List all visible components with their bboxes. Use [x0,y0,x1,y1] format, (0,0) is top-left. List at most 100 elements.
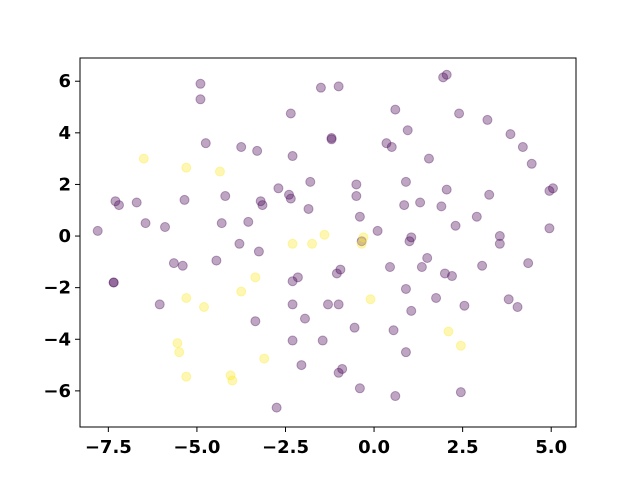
scatter-point-class-0 [415,197,426,208]
scatter-point-class-0 [399,200,410,211]
scatter-point-class-0 [234,238,245,249]
scatter-point-class-0 [400,176,411,187]
scatter-point-class-0 [337,363,348,374]
scatter-point-class-0 [385,262,395,273]
scatter-point-class-0 [354,211,365,222]
y-axis: −6 −4 −2 0 2 4 6 [43,71,80,402]
scatter-point-class-0 [131,197,142,208]
scatter-point-class-0 [454,108,465,119]
scatter-point-class-0 [285,108,296,119]
scatter-point-class-1 [225,370,236,381]
scatter-point-class-0 [326,134,337,145]
scatter-point-class-0 [255,196,266,207]
scatter-point-class-0 [386,142,397,153]
scatter-point-class-0 [140,218,151,229]
scatter-point-class-0 [250,316,261,327]
scatter-point-class-0 [273,183,284,194]
scatter-point-class-0 [287,276,298,287]
scatter-point-class-0 [216,218,227,229]
scatter-point-class-0 [372,225,383,236]
scatter-point-class-0 [287,151,298,162]
scatter-point-class-0 [92,225,103,236]
scatter-point-class-0 [296,360,307,371]
scatter-point-class-0 [195,78,206,89]
scatter-point-class-0 [349,322,360,333]
scatter-point-class-0 [326,132,337,143]
scatter-point-class-0 [315,82,326,93]
scatter-point-class-1 [181,371,192,382]
scatter-point-class-0 [447,271,457,282]
scatter-point-class-0 [195,94,206,105]
scatter-point-class-0 [482,114,493,125]
x-tick-label: 0.0 [358,437,390,458]
scatter-point-class-1 [356,238,367,249]
scatter-point-class-0 [484,189,495,200]
y-tick-label: −4 [43,329,71,350]
scatter-point-class-0 [441,184,452,195]
scatter-point-class-0 [544,185,555,196]
scatter-point-class-1 [138,153,149,164]
scatter-point-class-0 [505,129,516,140]
scatter-point-class-0 [220,191,231,202]
scatter-point-class-0 [544,223,555,234]
scatter-point-class-0 [285,193,296,204]
scatter-point-class-1 [250,272,261,283]
scatter-point-class-0 [317,335,328,346]
scatter-point-class-0 [423,153,434,164]
scatter-point-class-0 [354,383,365,394]
scatter-point-class-0 [471,211,482,222]
scatter-point-class-0 [517,142,528,153]
x-tick-label: 5.0 [535,437,567,458]
scatter-point-class-0 [108,277,119,288]
scatter-point-class-0 [351,179,362,190]
scatter-point-class-0 [284,189,295,200]
scatter-point-class-0 [406,305,417,316]
scatter-point-class-0 [257,200,268,211]
scatter-point-class-1 [358,232,369,243]
scatter-point-class-0 [441,69,452,80]
scatter-point-class-0 [547,183,558,194]
scatter-point-class-1 [174,347,185,358]
scatter-point-class-0 [335,264,346,275]
scatter-point-class-0 [390,391,401,402]
x-tick-label: −5.0 [173,437,220,458]
scatter-point-class-0 [154,299,165,310]
scatter-point-class-0 [438,72,449,83]
scatter-point-class-0 [503,294,514,305]
scatter-point-class-0 [271,402,282,413]
scatter-point-class-1 [455,340,466,351]
scatter-point-class-0 [243,216,254,227]
scatter-point-class-0 [459,300,470,311]
scatter-point-class-0 [305,176,316,187]
scatter-point-class-0 [287,299,298,310]
y-tick-label: 0 [58,226,71,247]
scatter-point-class-0 [179,194,190,205]
scatter-point-class-0 [390,104,401,115]
scatter-point-class-1 [227,375,238,386]
scatter-point-class-0 [177,260,188,271]
y-tick-label: 4 [58,123,71,144]
scatter-point-class-1 [443,326,454,337]
scatter-point-class-0 [160,222,171,233]
scatter-point-class-0 [200,138,211,149]
scatter-point-class-0 [450,220,461,231]
scatter-point-class-0 [108,277,119,288]
scatter-point-class-0 [388,325,399,336]
scatter-point-class-0 [110,196,121,207]
scatter-point-class-0 [523,258,534,269]
scatter-point-class-1 [365,294,376,305]
scatter-point-class-0 [406,232,417,243]
scatter-point-class-0 [168,258,179,269]
scatter-point-class-0 [333,367,344,378]
scatter-point-class-0 [331,268,342,279]
scatter-point-class-0 [526,158,537,169]
scatter-point-class-0 [287,335,298,346]
scatter-point-class-1 [287,238,298,249]
scatter-point-class-0 [252,145,263,156]
scatter-point-class-1 [214,166,225,177]
scatter-point-class-0 [253,246,264,257]
scatter-point-class-0 [436,201,447,212]
scatter-point-class-0 [400,283,411,294]
scatter-point-class-0 [431,292,442,303]
